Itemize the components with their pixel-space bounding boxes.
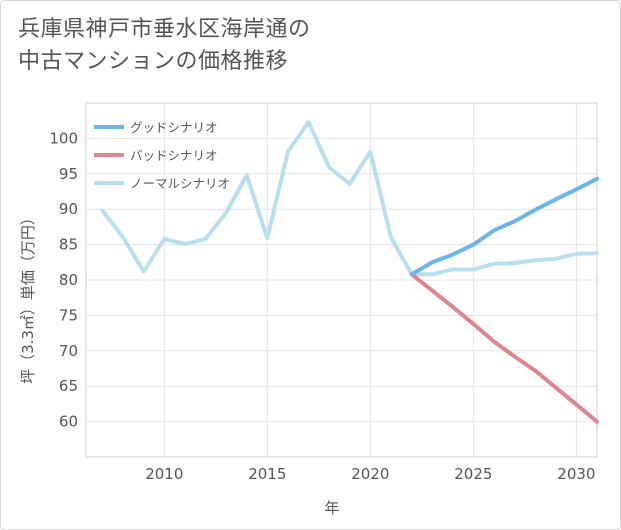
y-axis-title: 坪（3.3㎡）単価（万円） xyxy=(19,210,37,384)
y-axis-ticks: 60 65 70 75 80 85 90 95 100 xyxy=(49,129,78,430)
series-line-1 xyxy=(409,272,599,424)
y-tick-label: 65 xyxy=(59,377,78,395)
x-tick-label: 2025 xyxy=(454,465,492,483)
legend-label-0: グッドシナリオ xyxy=(130,120,218,135)
y-tick-label: 70 xyxy=(59,342,78,360)
chart-title-line-1: 兵庫県神戸市垂水区海岸通の xyxy=(18,17,311,42)
legend-label-2: ノーマルシナリオ xyxy=(130,176,230,191)
y-tick-label: 80 xyxy=(59,271,78,289)
x-tick-label: 2010 xyxy=(145,465,183,483)
y-tick-label: 90 xyxy=(59,200,78,218)
x-tick-label: 2030 xyxy=(557,465,595,483)
x-tick-label: 2015 xyxy=(248,465,286,483)
y-tick-label: 60 xyxy=(59,413,78,431)
plot-frame xyxy=(85,102,598,458)
series-line-2 xyxy=(100,120,599,277)
chart-title-line-2: 中古マンションの価格推移 xyxy=(18,49,289,74)
chart-title: 兵庫県神戸市垂水区海岸通の 中古マンションの価格推移 xyxy=(18,14,578,78)
gridlines xyxy=(86,103,597,457)
x-tick-label: 2020 xyxy=(351,465,389,483)
y-tick-label: 85 xyxy=(59,236,78,254)
series-lines xyxy=(100,120,599,424)
series-line-0 xyxy=(409,176,599,277)
x-axis-title: 年 xyxy=(324,499,339,517)
y-tick-label: 100 xyxy=(49,129,78,147)
plot-area xyxy=(85,102,599,458)
y-tick-label: 75 xyxy=(59,306,78,324)
legend-label-1: バッドシナリオ xyxy=(130,148,218,163)
x-axis-ticks: 2010 2015 2020 2025 2030 xyxy=(145,465,595,483)
y-tick-label: 95 xyxy=(59,165,78,183)
